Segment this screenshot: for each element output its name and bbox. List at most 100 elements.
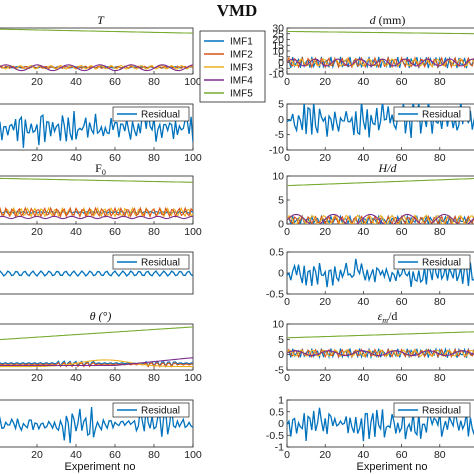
y-tick-label: 10 [272,319,284,331]
panel-Hd_imf: 0 20 40 60 80 0 5 10 H/d [272,161,474,238]
panel-title: θ (°) [90,309,112,323]
panel-title: F0 [95,161,106,177]
x-tick-label: 40 [358,152,370,164]
x-tick-label: 80 [434,372,446,384]
y-tick-label: 1 [278,395,284,407]
x-tick-label: 20 [319,152,331,164]
x-tick-label: 20 [31,226,43,238]
x-tick-label: 20 [31,449,43,461]
series-line-imf5 [0,177,193,183]
series-group [287,407,474,442]
series-line-imf4 [287,213,474,224]
series-line-imf5 [0,28,193,34]
series-group [0,405,193,444]
series-line-residual [0,270,193,278]
y-tick-label: 25 [272,28,284,40]
x-tick-label: 40 [70,152,82,164]
x-tick-label: 40 [358,449,370,461]
x-axis-label-left: Experiment no [65,461,136,473]
x-tick-label: 0 [284,372,290,384]
y-tick-label: 0 [278,418,284,430]
residual-legend: Residual [393,254,471,270]
y-tick-label: -5 [275,365,284,377]
series-line-imf4 [0,357,193,367]
x-tick-label: 100 [184,449,202,461]
series-line-imf4 [0,215,193,220]
series-line-imf2 [0,206,193,219]
legend-label-residual: Residual [422,110,461,121]
x-tick-label: 0 [284,296,290,308]
x-tick-label: 80 [434,226,446,238]
legend-label-imf1: IMF1 [230,37,253,48]
y-tick-label: 5 [278,51,284,63]
y-tick-label: 5 [278,99,284,111]
y-tick-label: 20 [272,34,284,46]
axes-frame [0,323,194,371]
y-tick-label: 10 [272,171,284,183]
panel-title-main: ε [378,309,383,323]
series-group [0,326,193,368]
series-line-residual [287,407,474,442]
y-tick-label: -0.5 [266,289,284,301]
x-tick-label: 40 [358,296,370,308]
x-tick-label: 60 [109,152,121,164]
legend-box [393,106,471,122]
panel-title: T [97,13,105,27]
y-tick-label: 0.5 [269,406,284,418]
legend-box [112,106,190,122]
x-tick-label: 20 [31,76,43,88]
x-tick-label: 100 [184,372,202,384]
x-tick-label: 60 [396,449,408,461]
x-tick-label: 100 [184,226,202,238]
x-tick-label: 0 [284,76,290,88]
y-tick-label: 10 [272,46,284,58]
x-tick-label: 20 [319,76,331,88]
series-line-imf4 [287,350,474,357]
panel-F0_res: Residual [0,251,194,295]
legend-label-imf5: IMF5 [230,89,253,100]
x-tick-label: 100 [184,76,202,88]
x-tick-label: 80 [148,152,160,164]
panel-title-unit: /d [388,309,397,323]
x-tick-label: 0 [284,449,290,461]
residual-legend: Residual [112,106,190,122]
x-tick-label: 100 [184,152,202,164]
series-line-imf5 [287,30,474,35]
legend-label-imf4: IMF4 [230,76,253,87]
series-line-residual [0,111,193,148]
y-tick-label: 5 [278,334,284,346]
panel-T_res: 20 40 60 80 100 Residual [0,103,202,164]
panel-F0_imf: 20 40 60 80 100 F0 [0,161,202,238]
legend-label-imf2: IMF2 [230,50,253,61]
series-group [287,177,474,224]
residual-legend: Residual [393,402,471,418]
legend-label-imf3: IMF3 [230,63,253,74]
legend-label-residual: Residual [422,406,461,417]
y-tick-label: -10 [269,69,284,81]
x-tick-label: 60 [109,449,121,461]
panel-title: εm/d [378,309,398,325]
x-tick-label: 60 [396,226,408,238]
x-tick-label: 40 [358,76,370,88]
x-tick-label: 20 [319,296,331,308]
series-line-imf5 [287,177,474,187]
series-line-imf4 [0,64,193,72]
legend-label-residual: Residual [141,258,180,269]
x-tick-label: 40 [358,372,370,384]
legend-box [393,402,471,418]
y-tick-label: 0 [278,268,284,280]
y-tick-label: 15 [272,40,284,52]
axes-frame [286,323,474,371]
y-tick-label: -5 [275,63,284,75]
series-group [0,177,193,220]
panel-title-main: d [370,13,377,27]
x-tick-label: 20 [319,226,331,238]
panel-theta_imf: 20 40 60 80 100 θ (°) [0,309,202,384]
legend-box [393,254,471,270]
series-line-imf3 [0,359,193,368]
axes-frame [0,175,194,225]
